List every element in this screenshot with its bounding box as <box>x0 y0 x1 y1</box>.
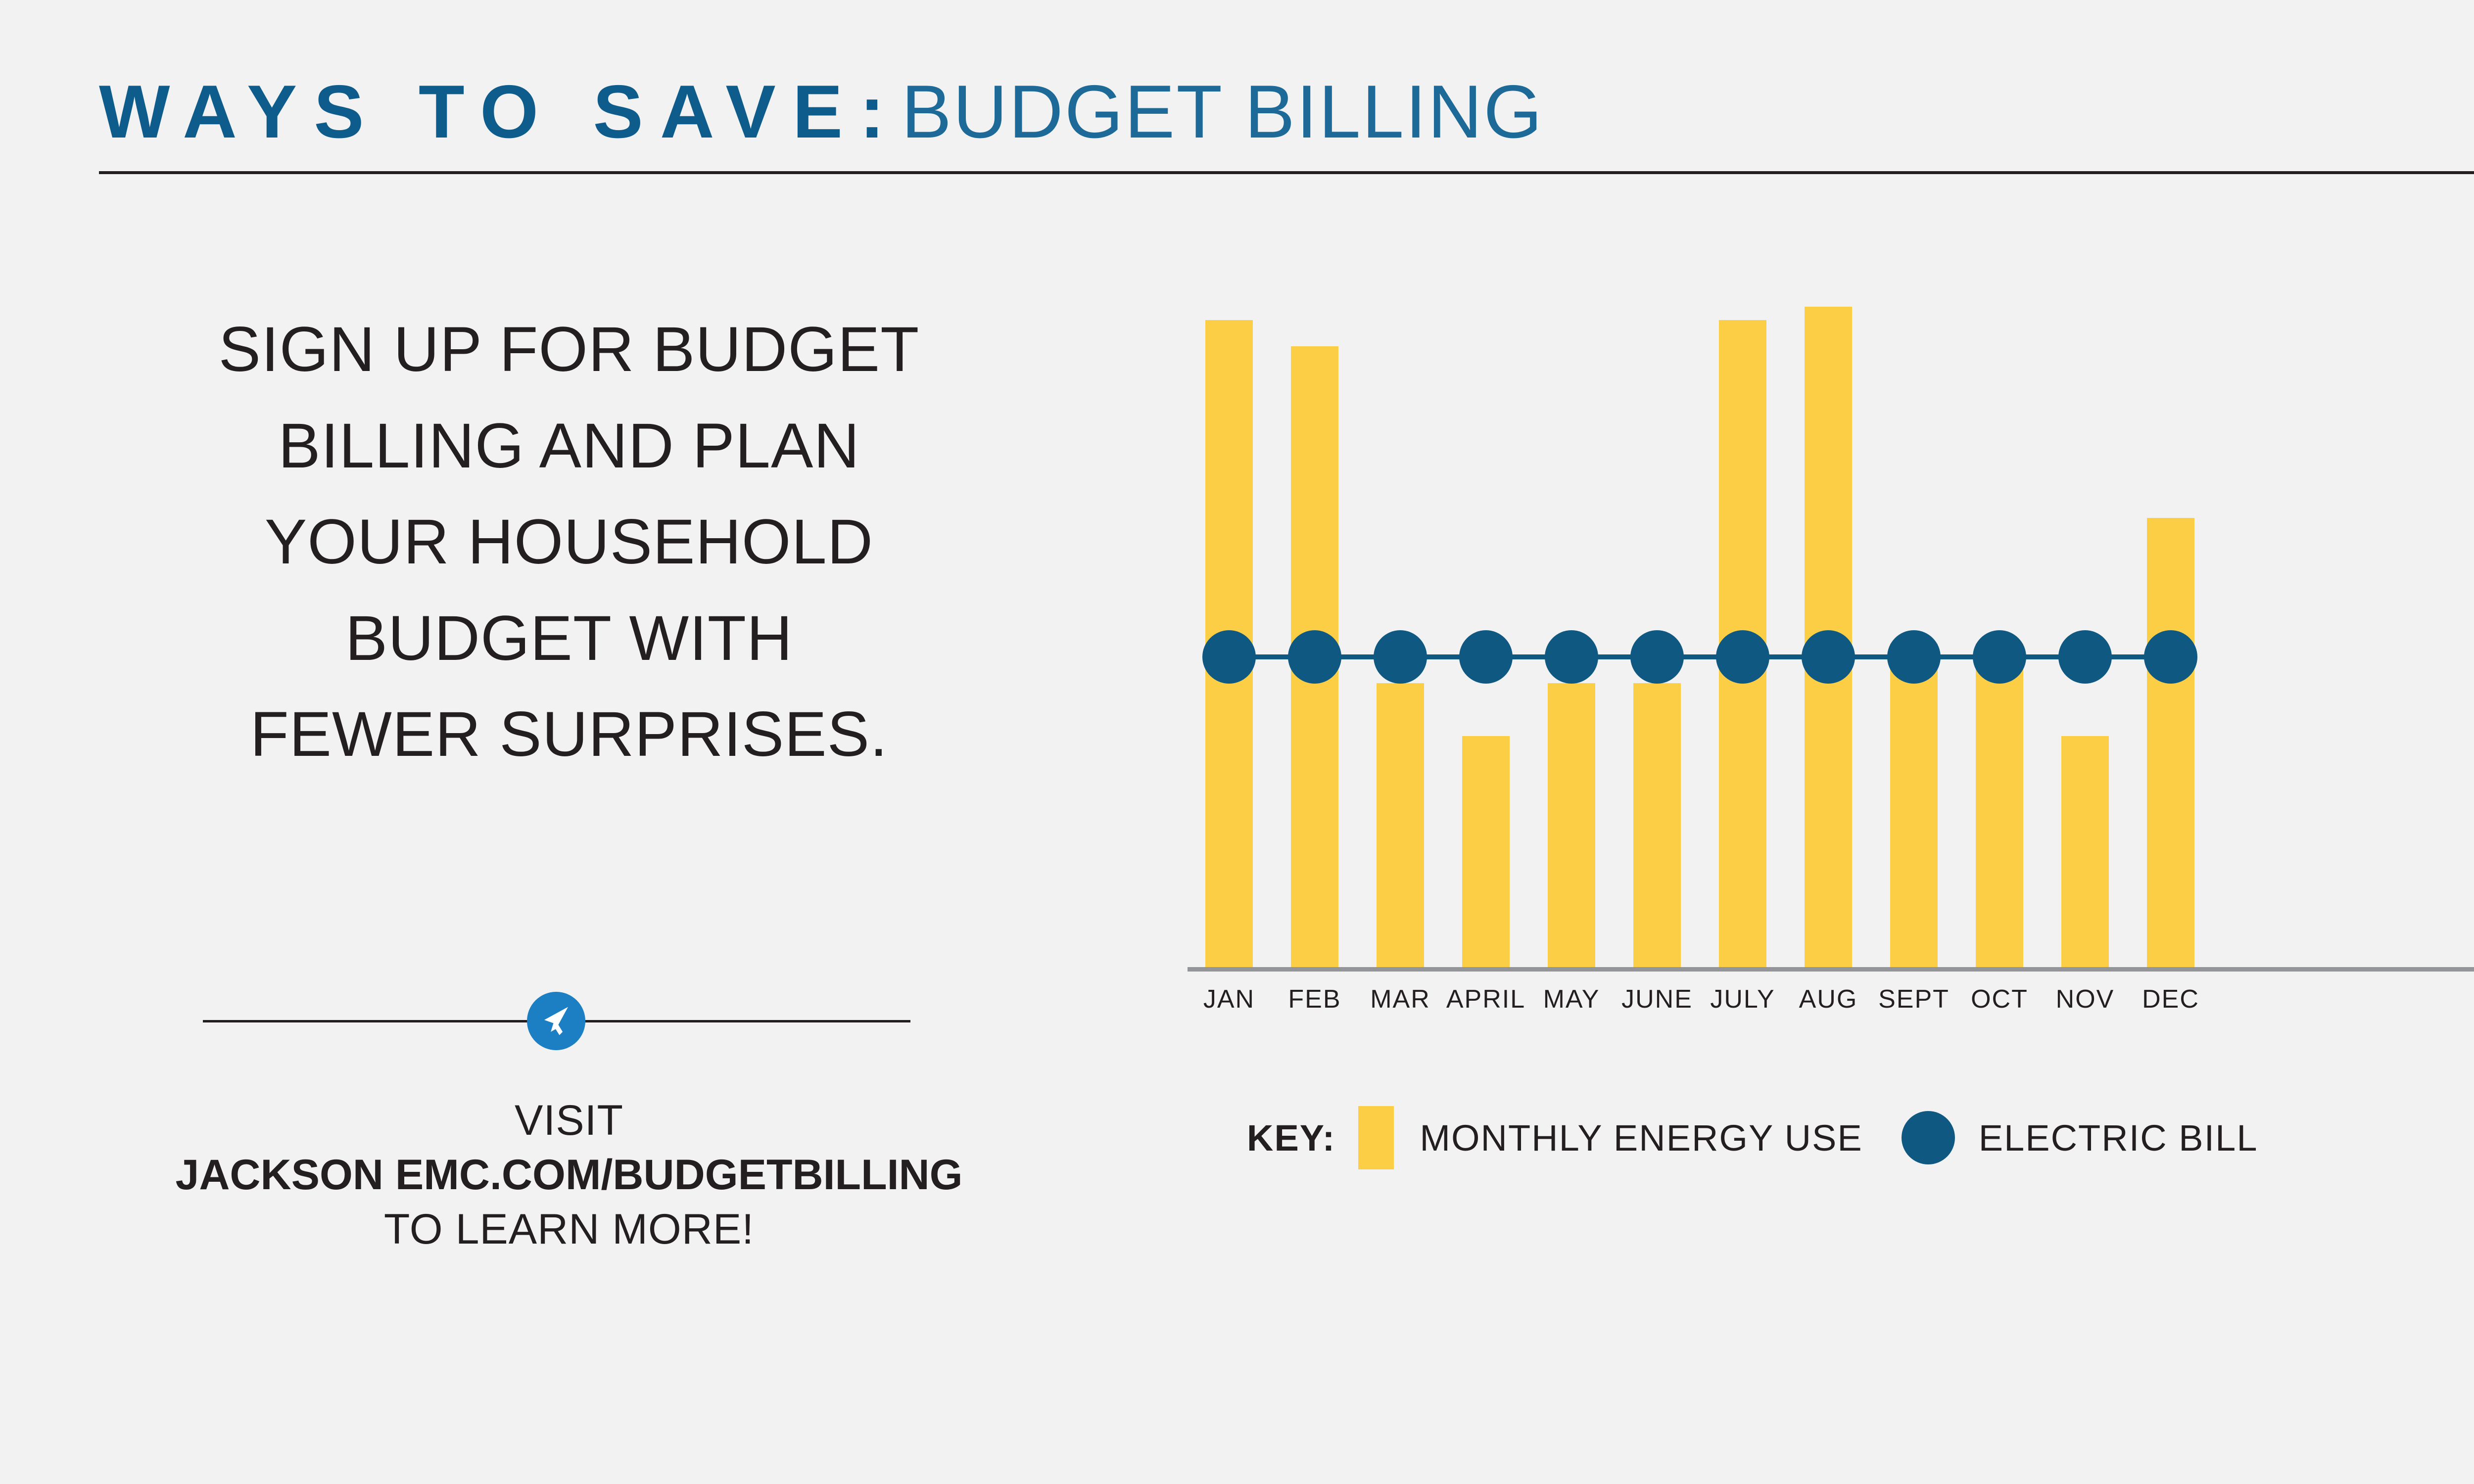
bar-april <box>1462 736 1510 967</box>
bill-dot-june <box>1630 630 1684 684</box>
bill-dot-oct <box>1973 630 2026 684</box>
energy-chart: JAN FEB MAR APRIL MAY JUNE JULY AUG SEPT OCT NOV DE… <box>1188 307 2474 1014</box>
bill-dot-aug <box>1802 630 1855 684</box>
bill-dot-sept <box>1887 630 1941 684</box>
headline-line-4: BUDGET WITH <box>345 603 793 674</box>
bill-dot-jan <box>1202 630 1256 684</box>
headline: SIGN UP FOR BUDGET BILLING AND PLAN YOUR… <box>89 302 1049 783</box>
bar-dec <box>2147 518 2194 967</box>
legend-bar-label: MONTHLY ENERGY USE <box>1420 1117 1863 1159</box>
legend-dot-swatch <box>1901 1111 1955 1164</box>
x-tick-july: JULY <box>1710 985 1775 1014</box>
divider-badge <box>527 992 585 1050</box>
visit-url[interactable]: JACKSON EMC.COM/BUDGETBILLING <box>175 1151 963 1199</box>
bar-nov <box>2061 736 2109 967</box>
x-tick-nov: NOV <box>2055 985 2115 1014</box>
bar-june <box>1633 683 1681 967</box>
legend-dot-label: ELECTRIC BILL <box>1978 1117 2258 1159</box>
header-divider <box>99 171 2474 174</box>
x-tick-dec: DEC <box>2142 985 2199 1014</box>
left-column: SIGN UP FOR BUDGET BILLING AND PLAN YOUR… <box>89 302 1049 1253</box>
cursor-arrow-icon <box>539 1004 573 1038</box>
x-tick-april: APRIL <box>1446 985 1526 1014</box>
page-header: WAYS TO SAVE:BUDGET BILLING <box>99 74 2474 178</box>
x-tick-mar: MAR <box>1370 985 1430 1014</box>
x-tick-sept: SEPT <box>1878 985 1950 1014</box>
headline-line-2: BILLING AND PLAN <box>278 410 860 481</box>
bill-dot-feb <box>1288 630 1341 684</box>
bar-oct <box>1976 643 2023 967</box>
bar-sept <box>1890 643 1938 967</box>
x-tick-may: MAY <box>1543 985 1600 1014</box>
x-tick-aug: AUG <box>1799 985 1858 1014</box>
legend-bar-swatch <box>1358 1106 1394 1169</box>
chart-x-tick-labels: JAN FEB MAR APRIL MAY JUNE JULY AUG SEPT OCT NOV DE… <box>1188 984 2474 1019</box>
bill-dot-mar <box>1374 630 1427 684</box>
x-tick-jan: JAN <box>1203 985 1255 1014</box>
bill-dot-dec <box>2144 630 2197 684</box>
x-tick-feb: FEB <box>1288 985 1341 1014</box>
section-divider <box>203 992 910 1051</box>
legend-title: KEY: <box>1247 1117 1336 1159</box>
page-title-light: BUDGET BILLING <box>901 70 1544 154</box>
bill-dot-nov <box>2058 630 2112 684</box>
electric-bill-line <box>1227 654 2173 659</box>
bill-dot-april <box>1459 630 1513 684</box>
headline-line-1: SIGN UP FOR BUDGET <box>218 314 920 385</box>
bar-mar <box>1377 683 1424 967</box>
x-tick-oct: OCT <box>1971 985 2028 1014</box>
headline-line-3: YOUR HOUSEHOLD <box>264 507 874 578</box>
x-tick-june: JUNE <box>1621 985 1693 1014</box>
visit-cta: TO LEARN MORE! <box>383 1206 755 1253</box>
visit-block: VISIT JACKSON EMC.COM/BUDGETBILLING TO L… <box>89 1093 1049 1256</box>
visit-label: VISIT <box>514 1097 624 1144</box>
bill-dot-july <box>1716 630 1769 684</box>
bill-dot-may <box>1545 630 1598 684</box>
chart-legend: KEY: MONTHLY ENERGY USE ELECTRIC BILL <box>1247 1106 2258 1169</box>
headline-line-5: FEWER SURPRISES. <box>250 699 888 770</box>
bar-may <box>1548 683 1595 967</box>
page-title: WAYS TO SAVE:BUDGET BILLING <box>99 74 1544 149</box>
chart-plot-area <box>1188 307 2474 967</box>
chart-x-axis <box>1188 967 2474 972</box>
page-title-bold: WAYS TO SAVE: <box>99 70 902 154</box>
